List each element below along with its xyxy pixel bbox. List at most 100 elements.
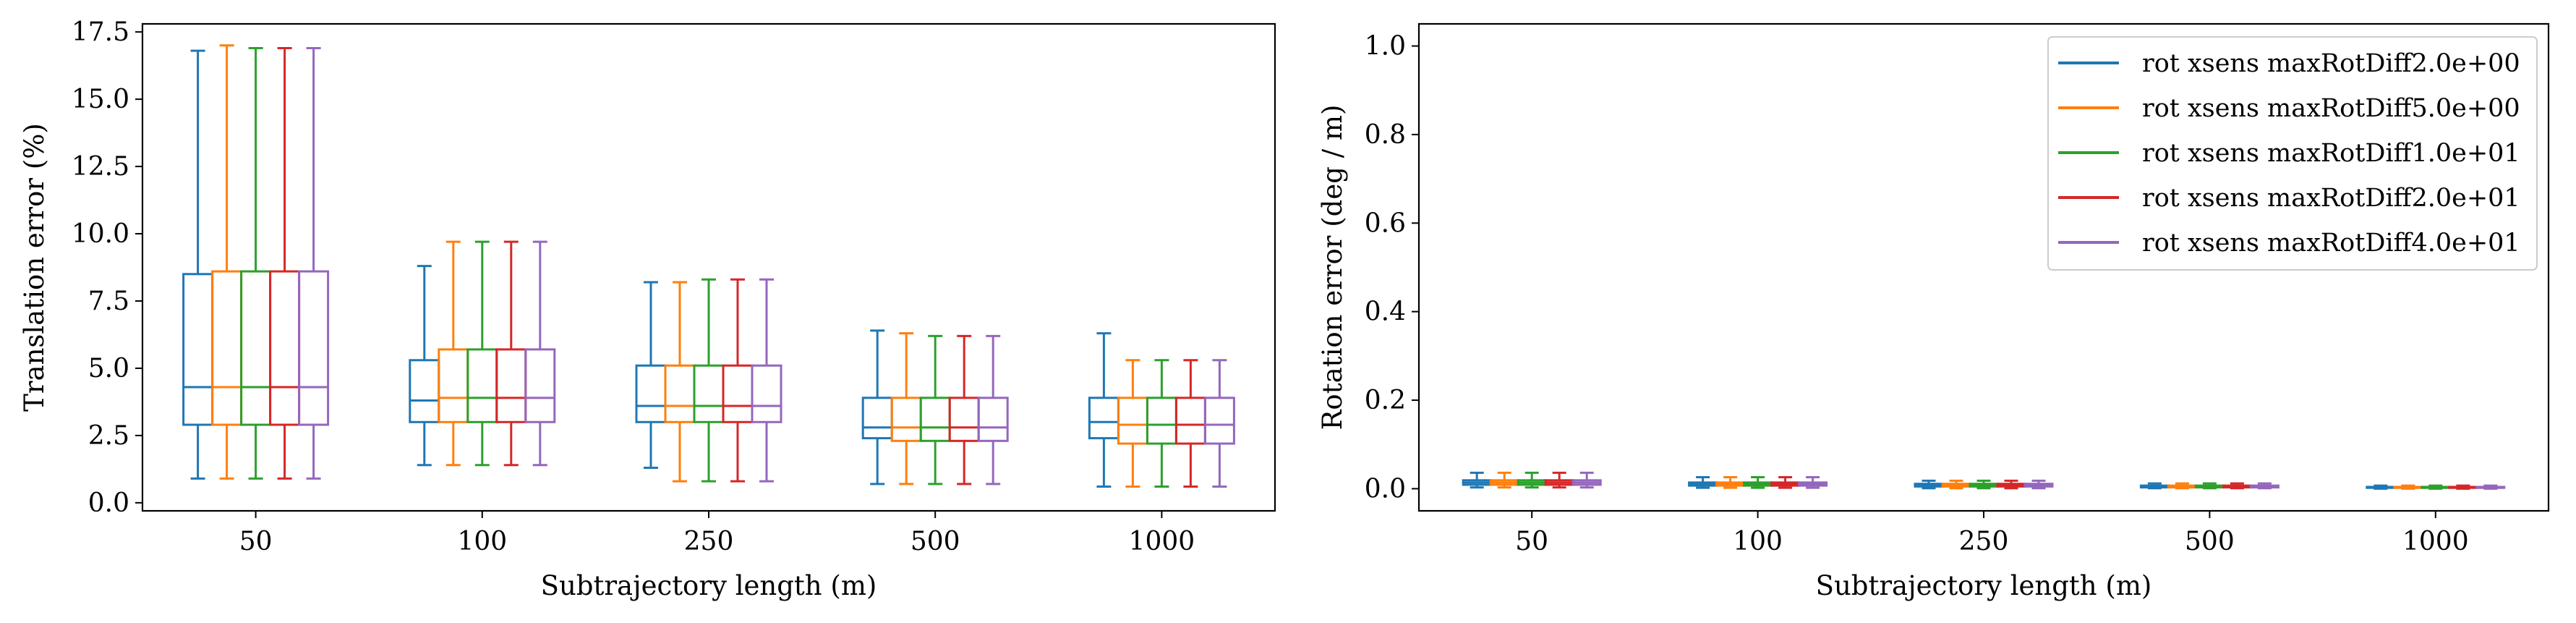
x-tick-label: 50 [1515, 527, 1548, 556]
box-250-series-4 [722, 278, 754, 483]
y-tick-label: 10.0 [72, 219, 129, 249]
box-body [298, 270, 330, 426]
legend-entry: rot xsens maxRotDiff2.0e+00 [2142, 49, 2520, 78]
y-tick-label: 12.5 [72, 152, 129, 182]
box-body [211, 270, 243, 426]
box-50-series-1 [1462, 471, 1492, 489]
box-1000-series-2 [1117, 359, 1148, 488]
legend-entry: rot xsens maxRotDiff4.0e+01 [2142, 229, 2520, 258]
x-tick-label: 500 [910, 527, 960, 556]
box-50-series-4 [1544, 471, 1574, 489]
box-100-series-4 [495, 240, 527, 467]
box-body [890, 397, 922, 442]
y-tick-label: 2.5 [88, 421, 129, 451]
box-500-series-3 [2194, 482, 2225, 490]
box-1000-series-3 [2421, 484, 2451, 490]
box-500-series-1 [861, 329, 893, 486]
y-tick-label: 0.6 [1365, 208, 1406, 238]
rotation-error-chart: 0.0 0.2 0.4 0.6 0.8 1.0 50 100 250 500 1000 Subtraj… [1317, 22, 2550, 601]
box-1000-series-1 [1088, 332, 1119, 488]
box-body [1203, 397, 1235, 445]
box-100-series-1 [1688, 476, 1718, 489]
box-body [751, 364, 782, 423]
x-tick-label: 1000 [1129, 527, 1195, 556]
y-tick-label: 5.0 [88, 354, 129, 383]
box-100-series-2 [438, 240, 469, 467]
box-body [438, 348, 469, 423]
box-500-series-3 [919, 334, 951, 486]
box-250-series-1 [1914, 479, 1944, 490]
box-50-series-2 [211, 44, 243, 480]
y-tick-label: 0.0 [88, 488, 129, 518]
box-500-series-1 [2139, 482, 2170, 490]
y-tick-label: 15.0 [72, 85, 129, 114]
box-body [1146, 397, 1177, 445]
box-250-series-5 [2023, 479, 2054, 490]
box-500-series-2 [890, 332, 922, 486]
box-100-series-3 [1743, 476, 1773, 489]
box-1000-series-4 [1174, 359, 1206, 488]
y-tick-label: 17.5 [72, 17, 129, 47]
y-tick-label: 1.0 [1365, 32, 1406, 62]
legend: rot xsens maxRotDiff2.0e+00 rot xsens max… [2047, 36, 2538, 271]
box-body [1117, 397, 1148, 445]
box-50-series-3 [240, 46, 272, 480]
box-100-series-1 [409, 265, 440, 467]
box-100-series-3 [466, 240, 498, 467]
box-250-series-3 [1969, 479, 1999, 490]
legend-frame [2047, 36, 2538, 271]
box-1000-series-2 [2393, 484, 2423, 490]
x-tick-label: 500 [2185, 527, 2235, 556]
box-body [269, 270, 301, 426]
box-250-series-5 [751, 278, 782, 483]
box-100-series-2 [1715, 476, 1746, 489]
box-50-series-5 [1571, 471, 1602, 489]
x-tick-label: 100 [457, 527, 507, 556]
x-tick-label: 100 [1733, 527, 1783, 556]
box-250-series-2 [664, 281, 696, 483]
box-body [495, 348, 527, 423]
y-axis-label: Rotation error (deg / m) [1317, 105, 1348, 431]
box-50-series-2 [1489, 471, 1519, 489]
box-1000-series-1 [2366, 484, 2396, 490]
box-body [722, 364, 754, 423]
box-body [635, 364, 667, 423]
x-tick-label: 250 [1959, 527, 2009, 556]
box-body [466, 348, 498, 423]
box-250-series-2 [1941, 479, 1971, 490]
box-body [664, 364, 696, 423]
box-100-series-5 [524, 240, 556, 467]
box-50-series-3 [1517, 471, 1547, 489]
box-body [182, 273, 214, 426]
box-body [693, 364, 725, 423]
box-body [861, 397, 893, 440]
box-50-series-5 [298, 46, 330, 480]
box-body [977, 397, 1009, 442]
x-axis-label: Subtrajectory length (m) [1816, 570, 2152, 601]
box-250-series-3 [693, 278, 725, 483]
box-body [524, 348, 556, 423]
y-tick-label: 7.5 [88, 287, 129, 316]
box-1000-series-5 [2475, 484, 2506, 490]
box-body [948, 397, 980, 442]
box-250-series-4 [1996, 479, 2026, 490]
box-500-series-4 [948, 334, 980, 486]
box-50-series-1 [182, 49, 214, 480]
box-50-series-4 [269, 46, 301, 480]
box-body [240, 270, 272, 426]
x-tick-label: 50 [239, 527, 273, 556]
box-body [1174, 397, 1206, 445]
y-tick-label: 0.0 [1365, 474, 1406, 504]
box-100-series-5 [1798, 476, 1828, 489]
box-500-series-4 [2222, 482, 2252, 490]
box-500-series-5 [2249, 482, 2279, 490]
box-body [409, 359, 440, 423]
box-1000-series-5 [1203, 359, 1235, 488]
y-axis-label: Translation error (%) [19, 123, 50, 412]
x-tick-label: 1000 [2402, 527, 2469, 556]
legend-entry: rot xsens maxRotDiff5.0e+00 [2142, 94, 2520, 123]
legend-entry: rot xsens maxRotDiff1.0e+01 [2142, 139, 2520, 168]
legend-entry: rot xsens maxRotDiff2.0e+01 [2142, 184, 2520, 213]
translation-error-chart: 0.0 2.5 5.0 7.5 10.0 12.5 15.0 17.5 50 100 250 500 1… [19, 17, 1276, 601]
y-tick-label: 0.2 [1365, 386, 1406, 415]
